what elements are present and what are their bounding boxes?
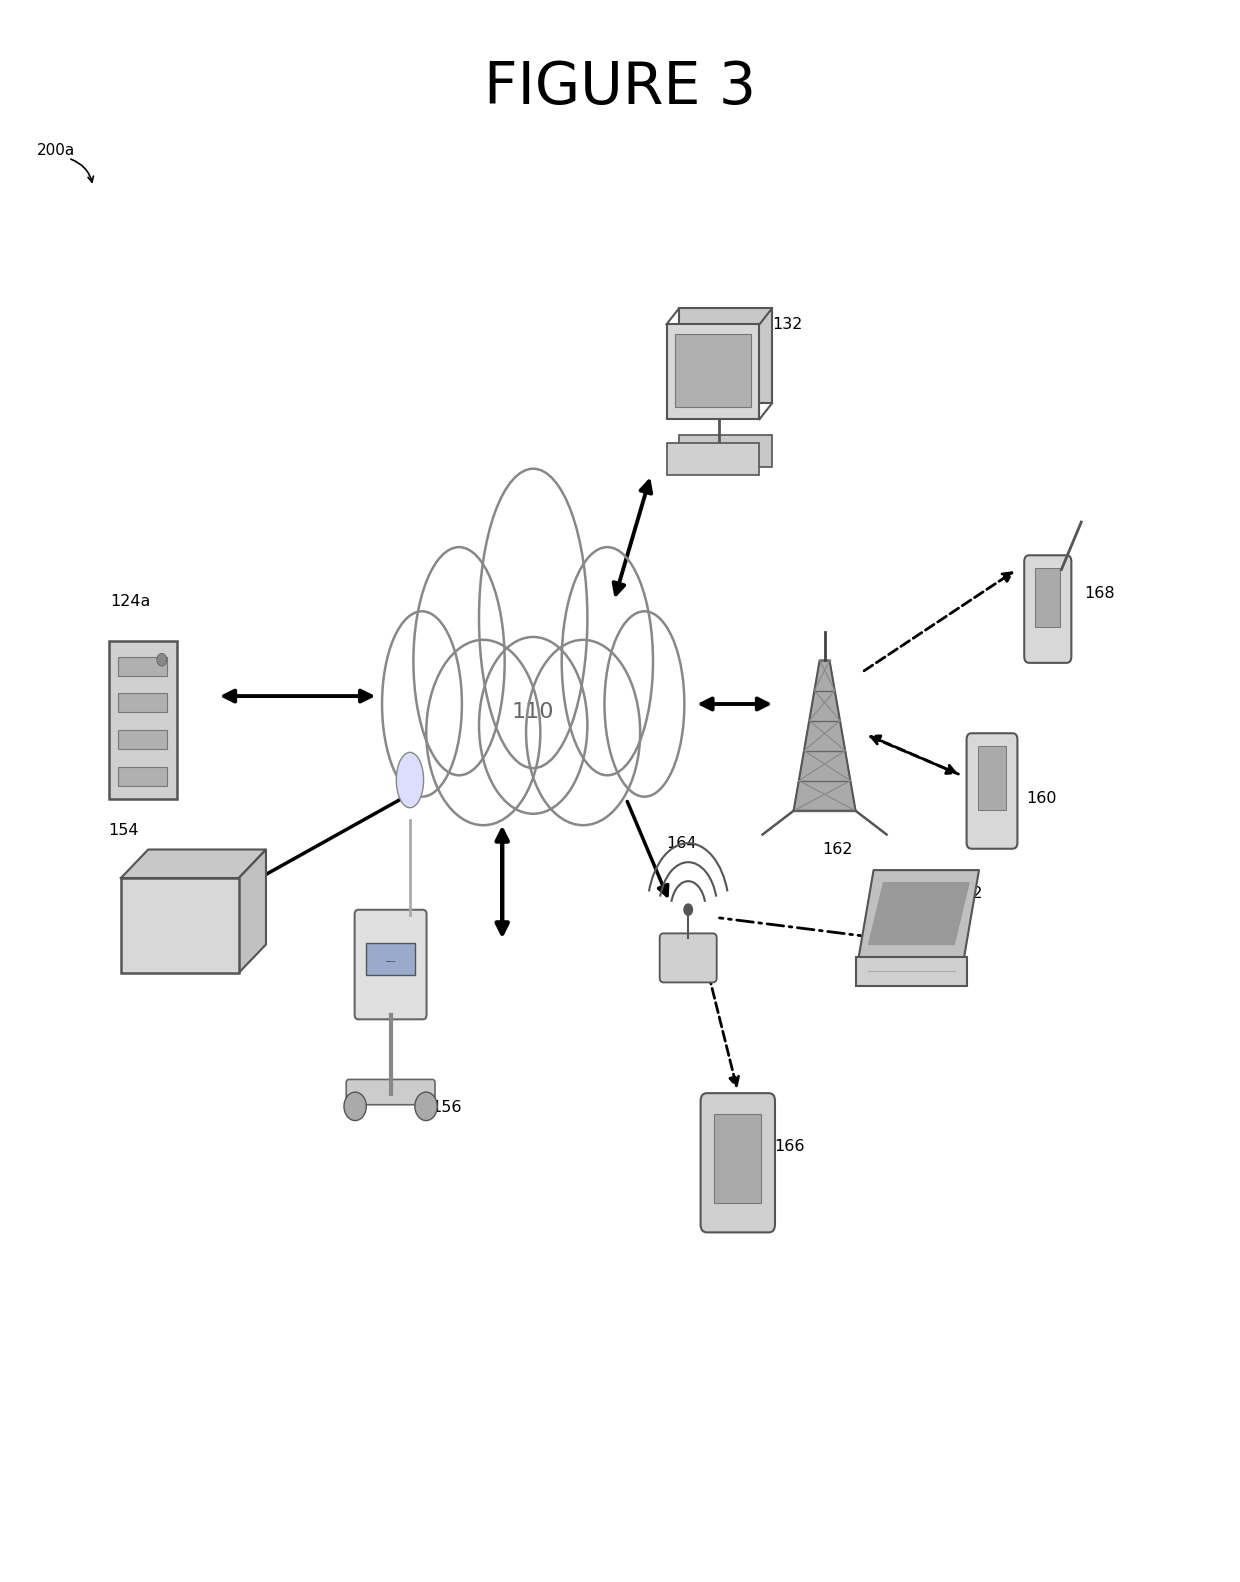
FancyBboxPatch shape [667, 443, 759, 475]
Ellipse shape [382, 611, 461, 797]
Polygon shape [858, 870, 980, 957]
FancyBboxPatch shape [119, 767, 166, 786]
Text: 154: 154 [109, 823, 139, 838]
FancyBboxPatch shape [675, 334, 750, 407]
Text: 124a: 124a [110, 593, 150, 609]
FancyBboxPatch shape [1024, 555, 1071, 663]
Circle shape [415, 1092, 438, 1120]
FancyBboxPatch shape [119, 731, 166, 750]
FancyBboxPatch shape [978, 747, 1007, 810]
Text: 156: 156 [432, 1099, 461, 1115]
Polygon shape [238, 850, 267, 973]
Text: 142: 142 [952, 886, 982, 902]
Polygon shape [794, 661, 856, 810]
Ellipse shape [562, 547, 653, 775]
FancyBboxPatch shape [119, 657, 166, 676]
Text: 164: 164 [667, 835, 697, 851]
FancyBboxPatch shape [109, 641, 177, 799]
FancyBboxPatch shape [149, 850, 267, 944]
FancyBboxPatch shape [667, 324, 759, 419]
Text: 110: 110 [512, 702, 554, 721]
Polygon shape [120, 850, 267, 878]
FancyBboxPatch shape [367, 943, 414, 975]
FancyBboxPatch shape [856, 957, 967, 986]
Ellipse shape [526, 639, 640, 826]
Text: FIGURE 3: FIGURE 3 [484, 59, 756, 115]
Text: ___: ___ [386, 956, 396, 962]
Ellipse shape [397, 753, 424, 808]
Text: 166: 166 [775, 1139, 805, 1155]
Text: 200a: 200a [37, 142, 76, 158]
Circle shape [683, 903, 693, 916]
Circle shape [156, 653, 166, 666]
Text: 162: 162 [822, 842, 852, 857]
Ellipse shape [479, 638, 588, 813]
FancyBboxPatch shape [1035, 568, 1060, 626]
Ellipse shape [479, 468, 588, 769]
Polygon shape [868, 883, 970, 944]
FancyBboxPatch shape [346, 1079, 435, 1104]
Ellipse shape [605, 611, 684, 797]
FancyBboxPatch shape [714, 1114, 761, 1202]
Ellipse shape [413, 547, 505, 775]
Ellipse shape [427, 639, 541, 826]
FancyBboxPatch shape [680, 308, 771, 403]
FancyBboxPatch shape [120, 878, 238, 973]
FancyBboxPatch shape [355, 910, 427, 1019]
FancyBboxPatch shape [119, 693, 166, 712]
FancyBboxPatch shape [701, 1093, 775, 1232]
FancyBboxPatch shape [660, 933, 717, 982]
FancyBboxPatch shape [680, 435, 771, 467]
Circle shape [343, 1092, 366, 1120]
FancyBboxPatch shape [967, 734, 1018, 848]
Text: 168: 168 [1085, 585, 1115, 601]
Text: 160: 160 [1027, 791, 1056, 807]
Text: 132: 132 [773, 316, 802, 332]
